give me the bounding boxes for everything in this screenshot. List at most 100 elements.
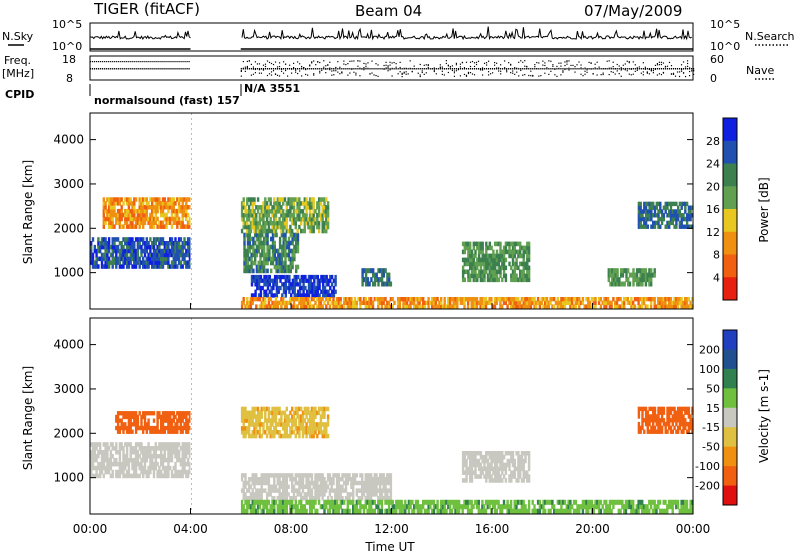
nave-point <box>455 62 458 64</box>
echo-cell <box>167 220 170 225</box>
nave-point <box>688 70 691 73</box>
freq-point <box>554 68 556 70</box>
echo-cell <box>163 197 166 202</box>
freq-point <box>540 68 542 70</box>
echo-cell <box>263 282 266 287</box>
echo-cell <box>293 248 296 254</box>
echo-cell <box>396 499 400 505</box>
echo-cell <box>177 450 181 455</box>
nave-point <box>494 64 496 66</box>
echo-cell <box>255 228 258 234</box>
echo-cell <box>509 499 513 505</box>
echo-cell <box>264 205 267 210</box>
echo-cell <box>330 499 333 505</box>
freq-point <box>435 68 437 70</box>
echo-cell <box>370 499 373 505</box>
echo-cell <box>293 252 296 258</box>
echo-cell <box>675 297 678 302</box>
freq-point <box>461 68 464 70</box>
echo-cell <box>423 508 427 514</box>
echo-cell <box>91 264 95 269</box>
echo-cell <box>350 477 353 482</box>
echo-cell <box>536 300 540 305</box>
echo-cell <box>169 429 172 434</box>
echo-cell <box>274 201 278 206</box>
echo-cell <box>127 205 131 210</box>
echo-cell <box>107 248 111 254</box>
echo-cell <box>267 508 271 514</box>
echo-cell <box>179 414 183 420</box>
echo-cell <box>152 252 156 258</box>
echo-cell <box>266 256 269 262</box>
freq-point <box>345 68 347 70</box>
echo-cell <box>520 304 524 309</box>
echo-cell <box>300 492 303 497</box>
echo-cell <box>115 264 118 269</box>
freq-point <box>373 68 375 70</box>
freq-point <box>268 68 271 70</box>
echo-cell <box>127 197 131 202</box>
echo-cell <box>122 473 125 479</box>
echo-cell <box>637 220 641 226</box>
echo-cell <box>118 465 122 471</box>
echo-cell <box>614 277 617 283</box>
echo-cell <box>384 297 387 302</box>
echo-cell <box>377 297 380 302</box>
echo-cell <box>107 264 111 269</box>
echo-cell <box>533 504 536 510</box>
echo-cell <box>467 257 470 263</box>
freq-point <box>309 68 311 70</box>
echo-cell <box>352 508 355 514</box>
echo-cell <box>657 224 660 229</box>
echo-cell <box>177 256 181 262</box>
echo-cell <box>384 484 387 489</box>
echo-cell <box>156 414 159 420</box>
echo-cell <box>138 256 141 262</box>
colorbar-swatch <box>723 118 737 142</box>
echo-cell <box>359 488 362 493</box>
echo-cell <box>291 217 294 222</box>
echo-cell <box>675 224 678 229</box>
echo-cell <box>484 297 488 302</box>
echo-cell <box>91 465 95 471</box>
nave-point <box>349 72 351 74</box>
echo-cell <box>515 297 518 302</box>
echo-cell <box>490 269 493 275</box>
echo-cell <box>256 197 260 202</box>
echo-cell <box>136 457 140 463</box>
echo-cell <box>467 261 470 267</box>
echo-cell <box>615 304 619 309</box>
echo-cell <box>133 248 136 254</box>
echo-cell <box>145 216 148 222</box>
echo-cell <box>445 499 448 505</box>
echo-cell <box>666 220 669 226</box>
echo-cell <box>124 425 127 431</box>
freq-label-2: [MHz] <box>2 67 34 80</box>
echo-cell <box>502 300 506 305</box>
echo-cell <box>547 300 550 305</box>
nave-point <box>574 71 576 73</box>
echo-cell <box>260 224 263 230</box>
echo-cell <box>646 272 649 278</box>
echo-cell <box>129 422 132 427</box>
echo-cell <box>170 208 174 214</box>
echo-cell <box>259 256 262 262</box>
echo-cell <box>322 289 325 294</box>
freq-point <box>556 68 558 70</box>
echo-cell <box>368 480 371 486</box>
echo-cell <box>389 508 393 514</box>
echo-cell <box>343 488 346 493</box>
noise-left-label: N.Sky <box>2 30 34 43</box>
echo-cell <box>669 297 673 302</box>
echo-cell <box>669 209 673 214</box>
echo-cell <box>170 237 174 242</box>
echo-cell <box>294 304 297 309</box>
echo-cell <box>275 256 278 262</box>
echo-cell <box>479 269 483 275</box>
echo-cell <box>440 304 443 309</box>
echo-cell <box>362 488 366 493</box>
freq-point <box>620 68 622 70</box>
echo-cell <box>361 488 364 493</box>
echo-cell <box>644 209 648 214</box>
echo-cell <box>370 473 373 478</box>
